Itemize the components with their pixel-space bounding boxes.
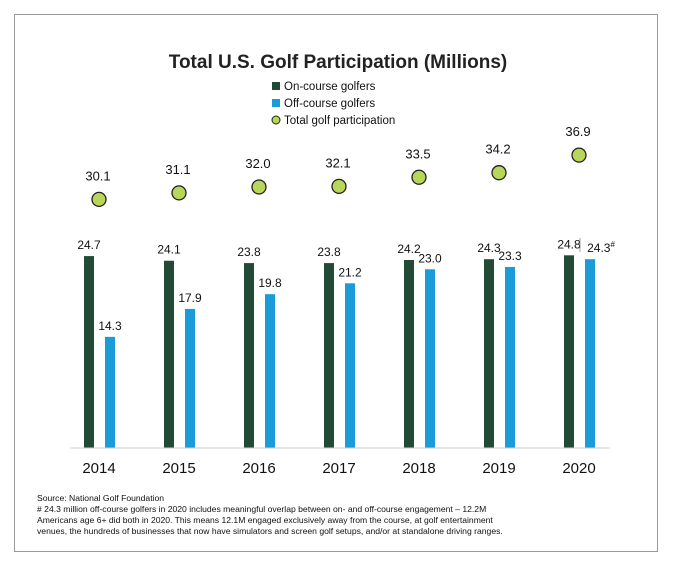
legend-label-total-golf-participation: Total golf participation [284,115,395,127]
bar-on-course-2015 [164,260,174,448]
label-on-course-2019: 24.3 [477,241,501,255]
legend: On-course golfers Off-course golfers Total… [271,81,395,127]
footnote: Source: National Golf Foundation # 24.3 … [37,493,647,537]
label-off-course-2019: 23.3 [498,249,522,263]
footnote-line-1: # 24.3 million off-course golfers in 202… [37,504,487,514]
point-total-2015 [171,185,187,201]
bar-off-course-2015 [185,308,195,448]
label-total-2018: 33.5 [405,146,430,161]
label-off-course-2014: 14.3 [98,319,122,333]
bar-off-course-2017 [345,283,355,448]
bar-off-course-2014 [105,336,115,448]
legend-label-off-course-golfers: Off-course golfers [284,98,375,110]
bar-off-course-2019 [505,266,515,448]
footnote-source: Source: National Golf Foundation [37,493,165,503]
legend-marker-off-course-golfers [272,99,280,107]
bar-on-course-2016 [244,263,254,448]
label-total-2014: 30.1 [85,168,110,183]
bar-off-course-2020 [585,259,595,448]
label-off-course-2020: 24.3# [587,240,615,255]
label-total-2020: 36.9 [565,124,590,139]
label-off-course-2016: 19.8 [258,276,282,290]
point-total-2020 [571,147,587,163]
footnote-line-2: Americans age 6+ did both in 2020. This … [37,515,493,525]
legend-marker-on-course-golfers [272,82,280,90]
point-total-2016 [251,179,267,195]
label-total-2015: 31.1 [165,162,190,177]
bar-on-course-2019 [484,259,494,448]
footnote-line-3: venues, the hundreds of businesses that … [37,526,503,536]
label-total-2017: 32.1 [325,155,350,170]
point-total-2017 [331,178,347,195]
label-off-course-2015: 17.9 [178,291,202,305]
label-on-course-2015: 24.1 [157,243,181,257]
tick-label-2014: 2014 [82,460,115,477]
tick-label-2019: 2019 [482,460,515,477]
tick-label-2020: 2020 [562,460,595,477]
bar-on-course-2014 [84,256,94,448]
label-total-2016: 32.0 [245,156,270,171]
bar-on-course-2020 [564,255,574,448]
tick-label-2018: 2018 [402,460,435,477]
point-total-2019 [491,165,507,181]
bar-off-course-2018 [425,269,435,448]
legend-marker-total-golf-participation [271,115,281,125]
label-on-course-2020: 24.8 [557,237,581,251]
chart-title: Total U.S. Golf Participation (Millions) [169,52,507,73]
label-off-course-2017: 21.2 [338,265,362,279]
label-total-2019: 34.2 [485,142,510,157]
point-total-2018 [411,169,427,185]
label-on-course-2016: 23.8 [237,245,261,259]
label-off-course-2018: 23.0 [418,251,442,265]
chart-frame [14,14,658,552]
label-on-course-2017: 23.8 [317,245,341,259]
tick-label-2016: 2016 [242,460,275,477]
label-on-course-2014: 24.7 [77,238,101,252]
label-on-course-2018: 24.2 [397,242,421,256]
bar-on-course-2017 [324,263,334,448]
point-total-2014 [91,191,107,208]
tick-label-2015: 2015 [162,460,195,477]
bars: 24.7 14.3 30.1 24.1 17.9 31.1 23.8 19.8 32.0 23.8… [77,124,615,448]
legend-label-on-course-golfers: On-course golfers [284,81,376,93]
tick-label-2017: 2017 [322,460,355,477]
x-tick-labels: 2014 2015 2016 2017 2018 2019 2020 [82,460,595,477]
bar-on-course-2018 [404,259,414,448]
bar-off-course-2016 [265,294,275,448]
